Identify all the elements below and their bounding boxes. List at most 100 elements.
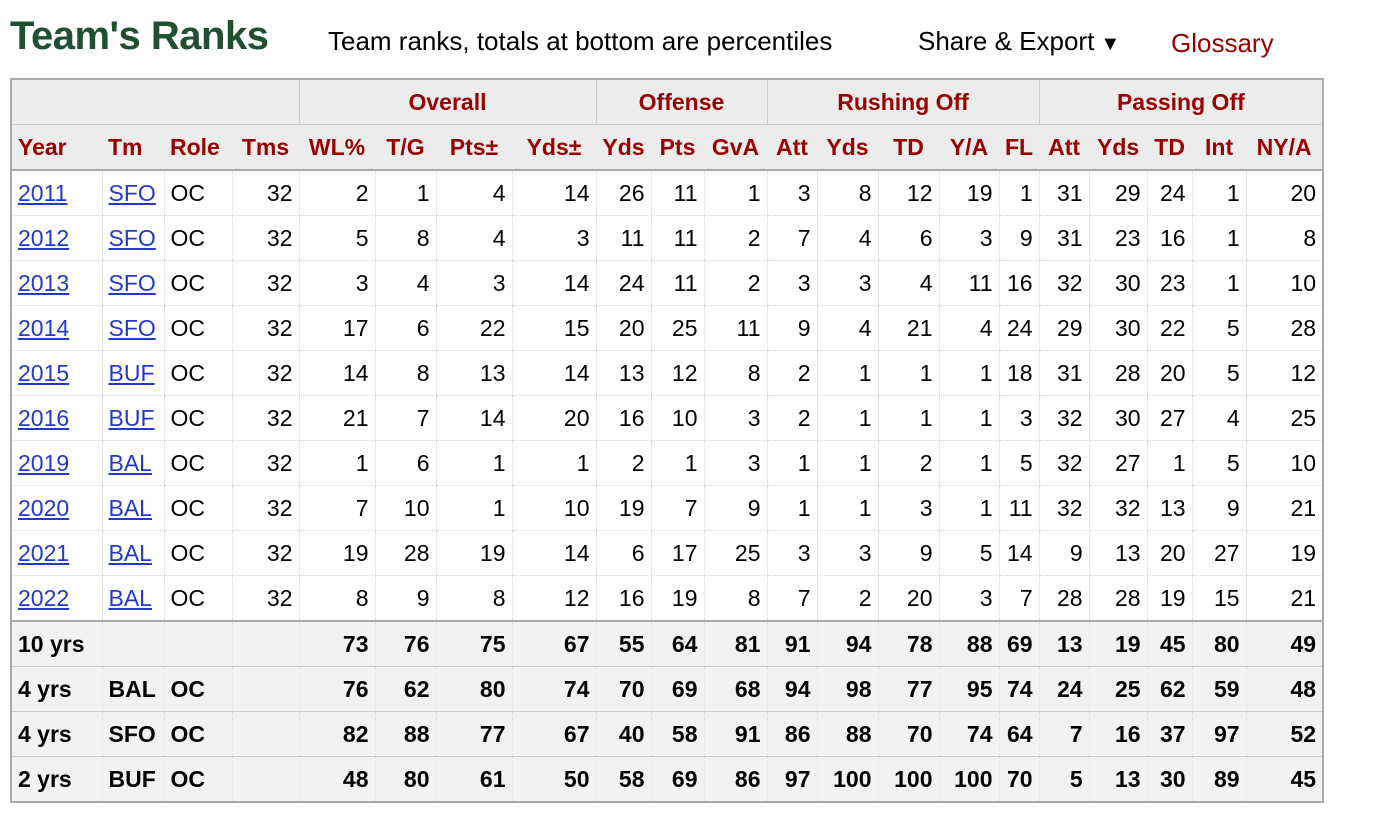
year-link[interactable]: 2020: [18, 494, 70, 521]
total-cell-yds: 70: [595, 666, 651, 712]
total-cell-role: [163, 620, 232, 667]
cell-ny-a: 12: [1245, 350, 1324, 396]
cell-pts-diff: 13: [435, 350, 512, 396]
year-link[interactable]: 2011: [18, 179, 68, 206]
year-link[interactable]: 2014: [18, 314, 70, 341]
column-header-tm[interactable]: Tm: [102, 124, 164, 171]
cell-td: 16: [1146, 215, 1193, 261]
team-link[interactable]: BAL: [108, 539, 152, 566]
column-header-yds-diff[interactable]: Yds±: [512, 124, 596, 171]
column-header-year[interactable]: Year: [11, 124, 102, 171]
total-cell-yds: 16: [1088, 711, 1148, 757]
year-link[interactable]: 2016: [18, 404, 70, 431]
cell-ny-a: 10: [1245, 440, 1324, 486]
year-link[interactable]: 2022: [18, 584, 70, 611]
cell-pts: 19: [650, 575, 704, 622]
cell-td: 13: [1146, 485, 1193, 531]
cell-gva: 1: [703, 170, 767, 216]
cell-fl: 18: [998, 350, 1040, 396]
year-link[interactable]: 2019: [18, 449, 70, 476]
total-cell-pts: 69: [650, 756, 704, 803]
column-header-td[interactable]: TD: [878, 124, 939, 171]
cell-td: 2: [877, 440, 939, 486]
total-cell-yds: 25: [1088, 666, 1148, 712]
team-link[interactable]: SFO: [108, 269, 156, 296]
team-link[interactable]: SFO: [108, 179, 156, 206]
team-link[interactable]: SFO: [108, 314, 156, 341]
cell-int: 9: [1191, 485, 1247, 531]
cell-yds: 1: [816, 485, 878, 531]
column-header-tms[interactable]: Tms: [232, 124, 299, 171]
total-cell-yds-diff: 50: [511, 756, 596, 803]
cell-yds: 13: [1088, 530, 1148, 576]
cell-att: 32: [1038, 485, 1090, 531]
column-header-pts-diff[interactable]: Pts±: [436, 124, 512, 171]
cell-yds-diff: 20: [511, 395, 596, 441]
cell-yds: 23: [1088, 215, 1148, 261]
cell-yds: 19: [595, 485, 651, 531]
column-header-ny-a[interactable]: NY/A: [1246, 124, 1324, 171]
cell-yds: 8: [816, 170, 878, 216]
cell-td: 3: [877, 485, 939, 531]
cell-att: 2: [766, 350, 817, 396]
total-cell-gva: 81: [703, 620, 767, 667]
cell-pts: 7: [650, 485, 704, 531]
cell-t-g: 4: [374, 260, 436, 306]
cell-wl-pct: 14: [298, 350, 375, 396]
total-cell-td: 77: [877, 666, 939, 712]
column-header-t-g[interactable]: T/G: [375, 124, 436, 171]
column-header-role[interactable]: Role: [164, 124, 232, 171]
cell-int: 15: [1191, 575, 1247, 622]
total-cell-yds: 13: [1088, 756, 1148, 803]
column-header-wl-pct[interactable]: WL%: [299, 124, 375, 171]
total-cell-td: 37: [1146, 711, 1193, 757]
cell-td: 27: [1146, 395, 1193, 441]
cell-tms: 32: [231, 305, 299, 351]
cell-pts-diff: 1: [435, 485, 512, 531]
team-link[interactable]: BAL: [108, 449, 152, 476]
column-header-int[interactable]: Int: [1192, 124, 1247, 171]
column-header-att[interactable]: Att: [1039, 124, 1090, 171]
team-link[interactable]: BAL: [108, 584, 152, 611]
column-header-y-a[interactable]: Y/A: [939, 124, 999, 171]
cell-pts: 1: [650, 440, 704, 486]
team-cell: BAL: [101, 485, 164, 531]
column-header-yds[interactable]: Yds: [596, 124, 651, 171]
glossary-link[interactable]: Glossary: [1171, 28, 1274, 58]
column-header-yds[interactable]: Yds: [1089, 124, 1148, 171]
team-link[interactable]: BUF: [108, 404, 155, 431]
column-header-fl[interactable]: FL: [999, 124, 1040, 171]
total-cell-att: 94: [766, 666, 817, 712]
cell-pts-diff: 19: [435, 530, 512, 576]
cell-yds: 16: [595, 575, 651, 622]
cell-wl-pct: 19: [298, 530, 375, 576]
cell-ny-a: 20: [1245, 170, 1324, 216]
total-cell-fl: 74: [998, 666, 1040, 712]
column-header-gva[interactable]: GvA: [704, 124, 767, 171]
cell-yds: 3: [816, 530, 878, 576]
cell-yds: 1: [816, 440, 878, 486]
cell-int: 27: [1191, 530, 1247, 576]
team-link[interactable]: BUF: [108, 359, 155, 386]
team-link[interactable]: BAL: [108, 494, 152, 521]
total-cell-fl: 69: [998, 620, 1040, 667]
cell-pts-diff: 1: [435, 440, 512, 486]
totals-row: 4 yrs SFO OC 82 88 77 67 40 58 91 86 88 70 74 64 7 16 37 9…: [11, 711, 1324, 757]
column-header-yds[interactable]: Yds: [817, 124, 878, 171]
cell-tms: 32: [231, 485, 299, 531]
column-header-td[interactable]: TD: [1147, 124, 1193, 171]
share-export-menu[interactable]: Share & Export ▼: [918, 26, 1120, 57]
cell-ny-a: 8: [1245, 215, 1324, 261]
cell-gva: 2: [703, 260, 767, 306]
team-link[interactable]: SFO: [108, 224, 156, 251]
year-link[interactable]: 2021: [18, 539, 70, 566]
year-link[interactable]: 2013: [18, 269, 70, 296]
cell-t-g: 8: [374, 350, 436, 396]
column-header-att[interactable]: Att: [767, 124, 817, 171]
column-header-pts[interactable]: Pts: [651, 124, 704, 171]
year-link[interactable]: 2012: [18, 224, 70, 251]
year-link[interactable]: 2015: [18, 359, 70, 386]
cell-int: 5: [1191, 350, 1247, 396]
total-cell-wl-pct: 76: [298, 666, 375, 712]
total-cell-tm: BAL: [101, 666, 164, 712]
